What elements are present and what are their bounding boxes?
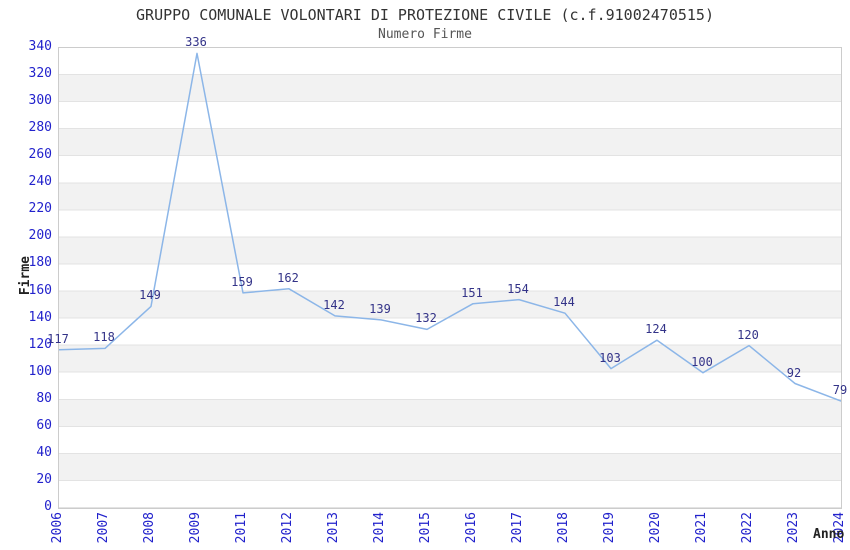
data-label: 142	[323, 297, 345, 312]
data-label: 139	[369, 301, 391, 316]
y-tick-label: 100	[28, 363, 52, 379]
data-label: 151	[461, 285, 483, 300]
x-tick-label: 2018	[556, 512, 571, 544]
x-tick-label: 2023	[786, 512, 801, 544]
data-label: 118	[93, 330, 115, 345]
x-tick-label: 2021	[694, 512, 709, 544]
x-tick-label: 2006	[50, 512, 65, 544]
data-label: 120	[737, 327, 759, 342]
x-axis-title: Anno	[813, 527, 845, 542]
data-label: 159	[231, 274, 253, 289]
y-tick-label: 260	[28, 147, 52, 163]
plot-area	[58, 47, 842, 509]
y-tick-label: 200	[28, 228, 52, 244]
y-tick-label: 20	[36, 471, 52, 487]
y-tick-label: 220	[28, 201, 52, 217]
x-tick-label: 2020	[648, 512, 663, 544]
chart-subtitle: Numero Firme	[378, 27, 472, 42]
y-tick-label: 240	[28, 174, 52, 190]
y-tick-label: 320	[28, 66, 52, 82]
chart-title: GRUPPO COMUNALE VOLONTARI DI PROTEZIONE …	[136, 6, 714, 24]
y-tick-label: 280	[28, 120, 52, 136]
x-tick-label: 2019	[602, 512, 617, 544]
series-line	[59, 52, 841, 402]
y-tick-label: 40	[36, 444, 52, 460]
data-label: 132	[415, 311, 437, 326]
x-tick-label: 2009	[188, 512, 203, 544]
x-tick-label: 2013	[326, 512, 341, 544]
data-label: 336	[185, 35, 207, 50]
data-label: 79	[832, 383, 848, 398]
y-tick-label: 300	[28, 93, 52, 109]
data-label: 149	[139, 288, 161, 303]
data-label: 162	[277, 270, 299, 285]
y-tick-label: 60	[36, 417, 52, 433]
data-label: 154	[507, 281, 529, 296]
y-axis-title: Firme	[18, 256, 33, 296]
x-tick-label: 2017	[510, 512, 525, 544]
x-tick-label: 2007	[96, 512, 111, 544]
y-tick-label: 120	[28, 336, 52, 352]
y-tick-label: 140	[28, 309, 52, 325]
data-label: 92	[786, 365, 802, 380]
x-tick-label: 2008	[142, 512, 157, 544]
y-tick-label: 0	[44, 499, 52, 514]
x-tick-label: 2016	[464, 512, 479, 544]
data-label: 117	[47, 331, 69, 346]
data-label: 100	[691, 354, 713, 369]
data-label: 124	[645, 322, 667, 337]
data-label: 144	[553, 295, 575, 310]
x-tick-label: 2015	[418, 512, 433, 544]
data-label: 103	[599, 350, 621, 365]
y-tick-label: 180	[28, 255, 52, 271]
x-tick-label: 2012	[280, 512, 295, 544]
y-tick-label: 80	[36, 390, 52, 406]
x-tick-label: 2022	[740, 512, 755, 544]
x-tick-label: 2014	[372, 512, 387, 544]
line-series-svg	[59, 52, 841, 402]
x-tick-label: 2011	[234, 512, 249, 544]
y-tick-label: 160	[28, 282, 52, 298]
y-tick-label: 340	[28, 39, 52, 54]
